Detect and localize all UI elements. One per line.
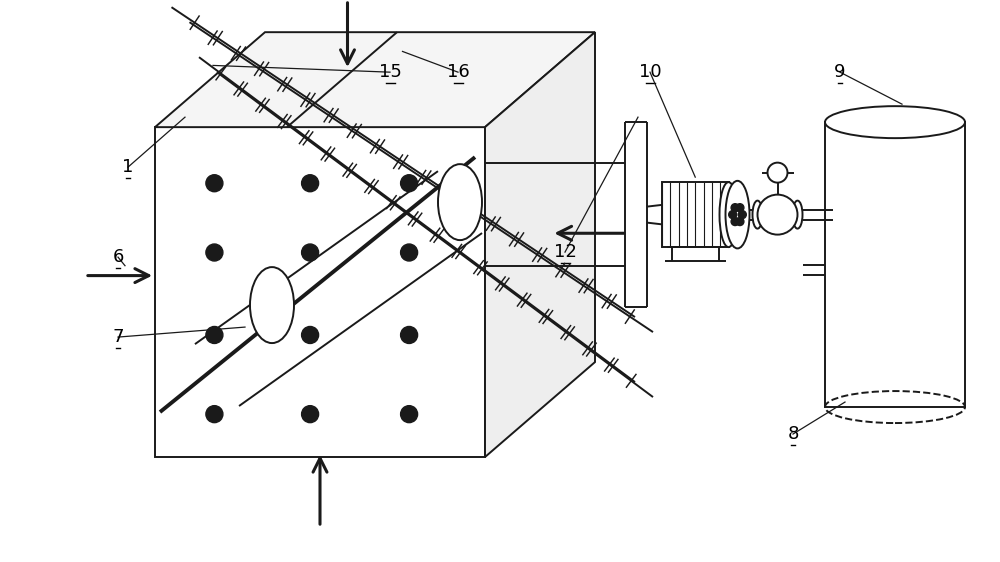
Ellipse shape: [792, 201, 802, 229]
Circle shape: [302, 327, 319, 343]
Text: 9: 9: [834, 63, 846, 81]
Text: 1: 1: [122, 158, 134, 176]
Text: 10: 10: [639, 63, 661, 81]
Bar: [825, 122, 965, 407]
Circle shape: [302, 175, 319, 192]
Bar: [662, 182, 728, 247]
Circle shape: [401, 406, 418, 423]
Circle shape: [206, 406, 223, 423]
Circle shape: [729, 211, 737, 219]
Circle shape: [206, 244, 223, 261]
Circle shape: [736, 217, 744, 225]
Circle shape: [401, 327, 418, 343]
Circle shape: [302, 406, 319, 423]
Circle shape: [736, 203, 744, 212]
Ellipse shape: [825, 106, 965, 138]
Text: 15: 15: [379, 63, 401, 81]
Bar: [155, 127, 485, 457]
Text: 16: 16: [447, 63, 469, 81]
Circle shape: [731, 217, 739, 225]
Ellipse shape: [726, 181, 750, 248]
Ellipse shape: [720, 182, 738, 247]
Circle shape: [206, 327, 223, 343]
Circle shape: [401, 244, 418, 261]
Ellipse shape: [438, 164, 482, 240]
Polygon shape: [485, 32, 595, 457]
Circle shape: [768, 162, 788, 183]
Text: 12: 12: [554, 243, 576, 261]
Text: 6: 6: [112, 248, 124, 266]
Polygon shape: [155, 32, 595, 127]
Circle shape: [758, 194, 798, 234]
Ellipse shape: [753, 201, 763, 229]
Text: 8: 8: [787, 425, 799, 443]
Ellipse shape: [250, 267, 294, 343]
Circle shape: [731, 203, 739, 212]
Circle shape: [302, 244, 319, 261]
Circle shape: [206, 175, 223, 192]
Circle shape: [738, 211, 746, 219]
Circle shape: [401, 175, 418, 192]
Text: 7: 7: [112, 328, 124, 346]
